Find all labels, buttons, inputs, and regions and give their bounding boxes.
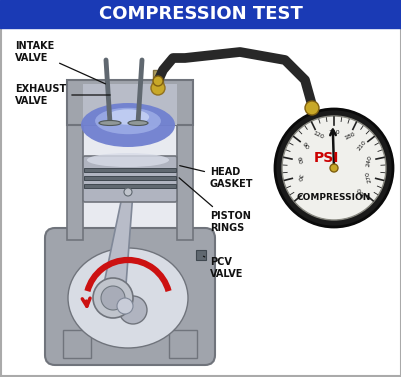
Text: 300: 300 (355, 185, 367, 197)
Circle shape (151, 81, 164, 95)
Ellipse shape (87, 153, 168, 167)
Bar (67, 125, 83, 240)
Text: COMPRESSION TEST: COMPRESSION TEST (99, 5, 302, 23)
Circle shape (124, 188, 132, 196)
Ellipse shape (95, 108, 160, 134)
Circle shape (117, 298, 133, 314)
FancyBboxPatch shape (83, 156, 176, 202)
Bar (168, 330, 196, 358)
Circle shape (93, 278, 133, 318)
Circle shape (274, 109, 392, 227)
Circle shape (101, 286, 125, 310)
Ellipse shape (81, 103, 174, 147)
Bar (84, 184, 176, 188)
Text: 90: 90 (300, 141, 309, 150)
Text: 180: 180 (342, 131, 355, 141)
Text: 120: 120 (311, 131, 324, 141)
Text: PISTON
RINGS: PISTON RINGS (179, 178, 250, 233)
Bar (63, 330, 91, 358)
Text: HEAD
GASKET: HEAD GASKET (179, 166, 253, 189)
FancyBboxPatch shape (45, 228, 215, 365)
Text: 30: 30 (295, 172, 302, 181)
Text: 270: 270 (364, 170, 372, 183)
Circle shape (329, 164, 337, 172)
Text: EXHAUST
VALVE: EXHAUST VALVE (15, 84, 110, 106)
Circle shape (281, 116, 385, 220)
Ellipse shape (99, 121, 121, 126)
Text: 240: 240 (365, 154, 372, 167)
Text: 210: 210 (356, 139, 367, 152)
Text: 150: 150 (327, 130, 339, 135)
Bar (84, 168, 176, 172)
Bar (83, 84, 176, 125)
Ellipse shape (68, 248, 188, 348)
Text: COMPRESSION: COMPRESSION (296, 193, 370, 202)
Text: 60: 60 (295, 156, 301, 165)
Bar (67, 80, 192, 125)
Bar (176, 125, 192, 240)
Polygon shape (101, 192, 133, 298)
Bar (83, 125, 176, 240)
Bar (196, 250, 205, 260)
Circle shape (304, 101, 318, 115)
Ellipse shape (107, 109, 149, 125)
Bar (84, 176, 176, 180)
Bar (153, 70, 162, 88)
Text: INTAKE
VALVE: INTAKE VALVE (15, 41, 105, 84)
Text: PSI: PSI (312, 151, 338, 165)
Circle shape (153, 76, 162, 86)
Bar (0, 0, 401, 28)
Ellipse shape (128, 121, 148, 126)
Text: PCV
VALVE: PCV VALVE (203, 256, 243, 279)
Circle shape (119, 296, 147, 324)
